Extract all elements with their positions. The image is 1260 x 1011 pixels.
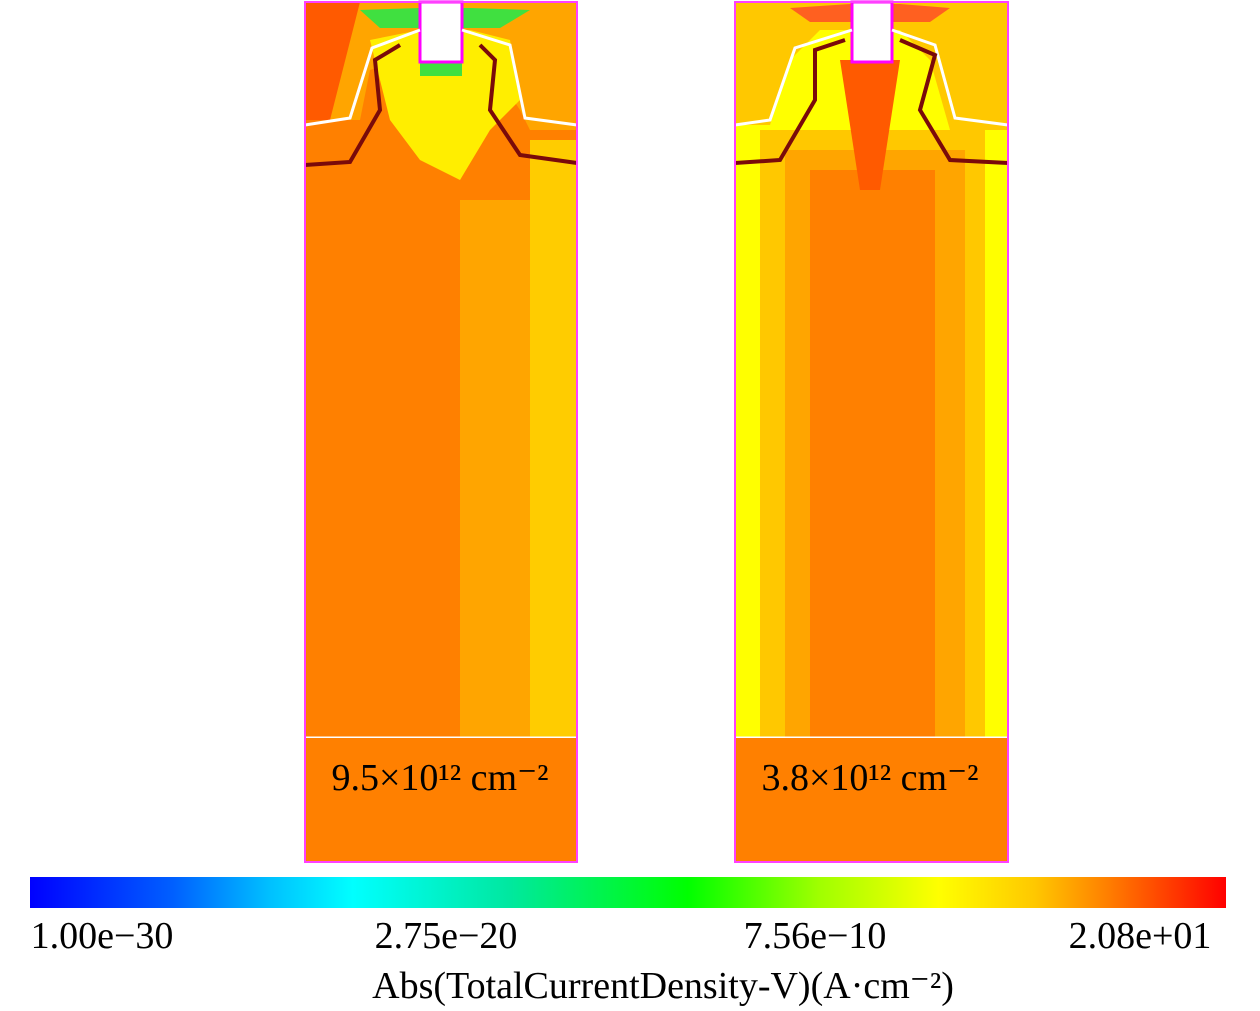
colorbar-tick-label: 2.08e+01: [1069, 915, 1212, 957]
colorbar-tick-label: 1.00e−30: [31, 915, 174, 957]
panel-label: 9.5×10¹² cm⁻²: [331, 757, 548, 799]
panel-right: 3.8×10¹² cm⁻²: [734, 0, 1009, 863]
colorbar: [30, 877, 1226, 908]
panel-label: 3.8×10¹² cm⁻²: [761, 757, 978, 799]
colorbar-tick-label: 7.56e−10: [744, 915, 887, 957]
colorbar-ticks: 1.00e−30 2.75e−20 7.56e−10 2.08e+01: [31, 915, 1212, 957]
panel-left: 9.5×10¹² cm⁻²: [304, 0, 578, 863]
colorbar-label: Abs(TotalCurrentDensity-V)(A·cm⁻²): [372, 965, 954, 1007]
colorbar-tick-label: 2.75e−20: [375, 915, 518, 957]
